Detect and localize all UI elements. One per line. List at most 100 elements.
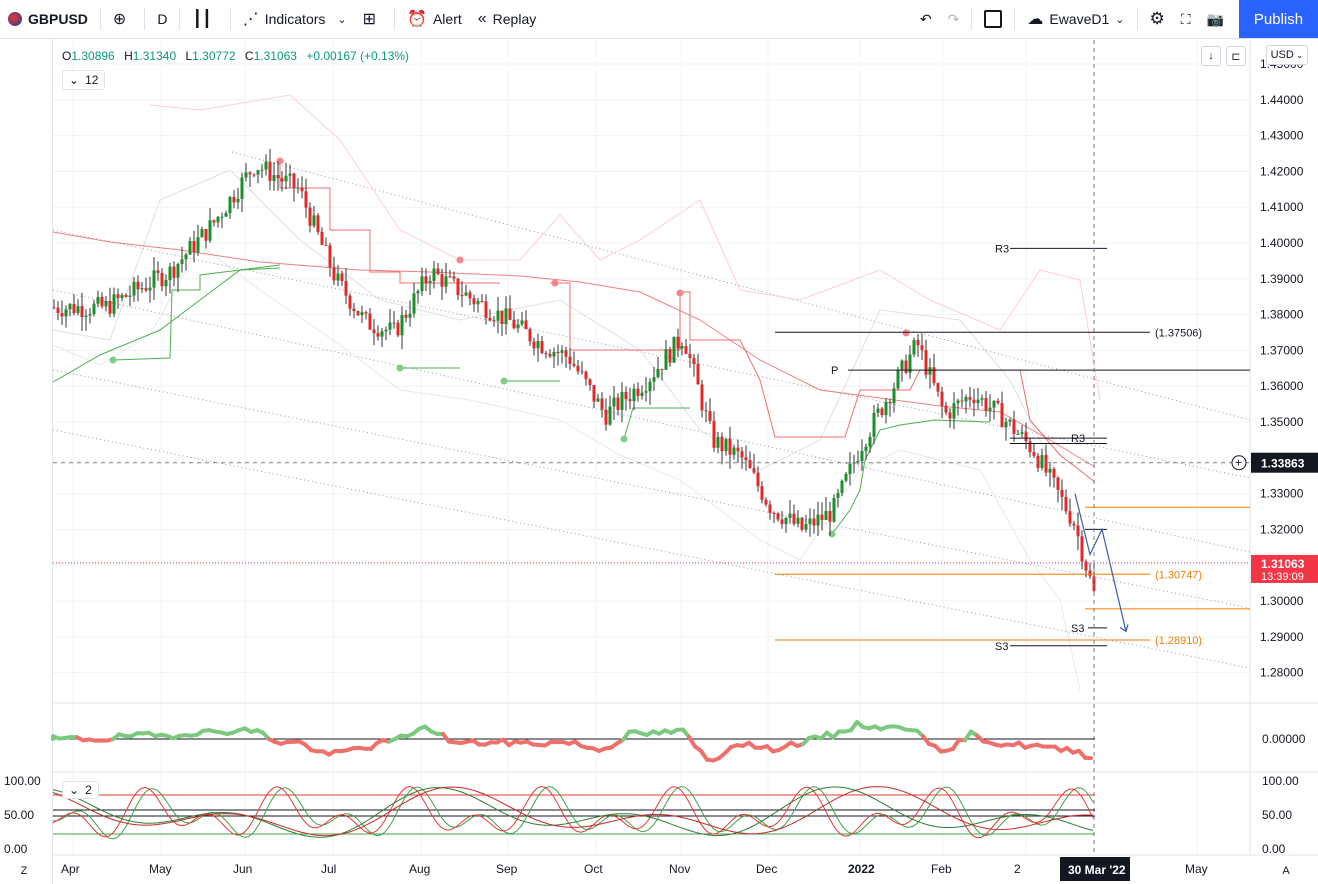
candle-body [340,273,344,281]
expand-button[interactable]: ⛶ [1173,0,1199,38]
candle-body [780,519,784,525]
candle-body [500,310,504,324]
candle-body [348,295,352,309]
replay-button[interactable]: « Replay [470,0,545,38]
candle-body [176,264,180,278]
candle-body [996,400,1000,403]
chart-type-button[interactable]: ┃┃ [184,0,225,38]
candle-body [180,259,184,265]
zoom-toggle[interactable]: Z [14,862,34,880]
pane-indicators-collapse-button[interactable]: ⌄ 2 [62,781,99,799]
candle-body [400,314,404,336]
candle-body [508,308,512,320]
indicators-label: Indicators [264,11,326,27]
candle-body [680,346,684,349]
close-label: C [244,49,254,63]
layout-button[interactable]: ☁ EwaveD1 ⌄ [1019,0,1132,38]
alert-button[interactable]: ⏰ Alert [399,0,470,38]
countdown-label: 13:39:09 [1261,571,1304,583]
candle-body [988,407,992,411]
candle-body [840,480,844,493]
x-tick-label: Jul [321,862,336,876]
candle-body [52,307,56,309]
stop-dot [676,289,684,297]
pane-indicator-count: 2 [85,783,92,797]
candle-body [272,175,276,181]
candle-body [1000,402,1004,428]
green-stop-5 [831,419,991,535]
candle-body [704,410,708,412]
candle-body [460,295,464,297]
candle-body [768,504,772,513]
compare-button[interactable]: ⊕ [105,0,140,38]
candle-body [476,301,480,305]
candle-body [904,360,908,373]
templates-button[interactable]: ⊞ [355,0,390,38]
candle-body [936,383,940,392]
candles-icon: ┃┃ [192,11,212,28]
candle-body [900,360,904,370]
drawing-toolbar [0,39,53,884]
candle-body [908,354,912,373]
arrow-down-icon: ↓ [1208,50,1214,62]
open-value: 1.30896 [71,49,115,63]
candle-body [444,276,448,287]
candle-body [752,468,756,473]
symbol-search[interactable]: GBPUSD [0,0,96,38]
redo-button[interactable]: ↷ [940,0,968,38]
candle-body [92,303,96,315]
candle-body [528,329,532,342]
candle-body [884,401,888,416]
candle-body [160,272,164,287]
candle-body [664,349,668,370]
settings-button[interactable]: ⚙ [1142,0,1173,38]
candle-body [744,457,748,460]
chevron-down-icon: ⌄ [1295,49,1304,60]
chevron-down-icon: ⌄ [69,783,80,797]
candle-body [380,331,384,337]
candle-body [628,399,632,402]
y-tick-label: 1.43000 [1260,129,1304,143]
crosshair-date-box [1060,857,1130,881]
mid-band [52,169,1061,481]
level-label: (1.28910) [1155,635,1202,647]
maximize-pane-button[interactable]: ⊏ [1226,46,1246,66]
candle-body [1052,468,1056,478]
candle-body [536,341,540,349]
candle-body [684,346,688,354]
candle-body [296,187,300,189]
candle-body [740,451,744,458]
y-tick-label: 1.39000 [1260,272,1304,286]
candle-body [84,315,88,318]
candle-body [172,266,176,278]
candle-body [644,391,648,393]
candle-body [280,178,284,182]
indicators-collapse-button[interactable]: ⌄ 12 [62,70,106,90]
candle-body [540,341,544,354]
candle-body [364,312,368,314]
snapshot-button[interactable]: 📷 [1199,0,1232,38]
candle-body [640,392,644,397]
stoch-k-line [52,785,1094,840]
candle-body [700,384,704,411]
candle-body [504,308,508,324]
interval-button[interactable]: D [149,0,175,38]
auto-scale-toggle[interactable]: A [1276,862,1296,880]
candle-body [480,301,484,303]
y-tick-label: 1.38000 [1260,308,1304,322]
lower-band [52,244,1081,691]
candle-body [776,513,780,520]
scroll-down-button[interactable]: ↓ [1201,46,1221,66]
candle-body [1004,421,1008,428]
undo-button[interactable]: ↶ [912,0,940,38]
currency-button[interactable]: USD ⌄ [1266,45,1308,65]
y-tick-label: 1.28000 [1260,666,1304,680]
indicators-button[interactable]: ⋰ Indicators ⌄ [235,0,355,38]
candle-body [1044,455,1048,473]
x-tick-label: Feb [931,862,952,876]
candle-body [256,170,260,175]
publish-button[interactable]: Publish [1239,0,1318,38]
candle-body [864,446,868,452]
fullscreen-toggle[interactable] [976,0,1010,38]
